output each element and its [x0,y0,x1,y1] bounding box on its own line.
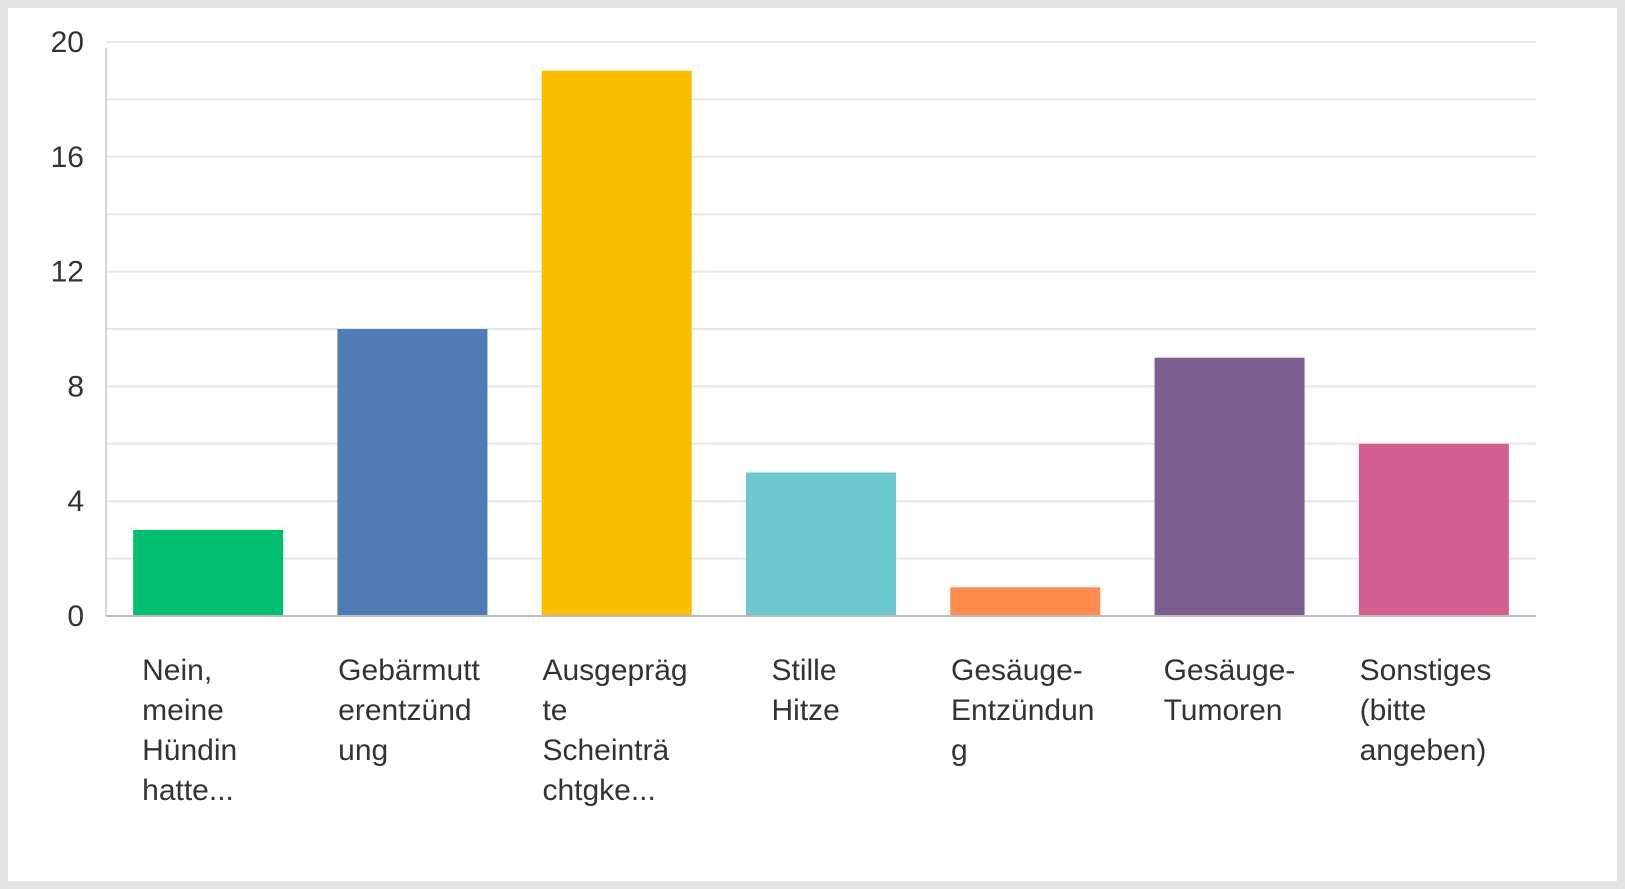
bar [1358,443,1509,616]
y-tick-label: 12 [51,256,84,289]
category-label-line: meine [142,694,224,727]
category-label-line: hatte... [142,774,234,807]
category-label-line: ung [338,734,388,767]
category-label-text: Gebärmutt erentzünd ung [338,654,480,767]
category-label-line: Gebärmutt [338,654,480,687]
y-tick-label: 8 [67,370,84,403]
y-tick-label: 16 [51,141,84,174]
category-label-line: Gesäuge- [1164,654,1296,687]
category-label-line: erentzünd [338,694,471,727]
category-label-line: angeben) [1360,734,1487,767]
category-label-text: Gesäuge- Entzündun g [951,654,1094,767]
category-label-line: Stille [772,654,837,687]
category-label-line: chtgke... [542,774,655,807]
bars [133,70,1509,616]
bar [746,472,896,616]
category-label: Gesäuge- Entzündun g [951,654,1094,767]
y-tick-labels: 0 4 8 12 16 20 [51,26,84,633]
category-label-line: te [542,694,567,727]
category-label: Ausgepräg te Scheinträ chtgke... [542,654,687,807]
category-label-line: Gesäuge- [951,654,1083,687]
category-label: Stille Hitze [772,654,840,727]
category-label-line: Hündin [142,734,237,767]
category-label-line: Ausgepräg [542,654,687,687]
category-label: Sonstiges (bitte angeben) [1360,654,1492,767]
category-label: Gebärmutt erentzünd ung [338,654,480,767]
category-label-text: Stille Hitze [772,654,840,727]
category-label-text: Ausgepräg te Scheinträ chtgke... [542,654,687,807]
category-label-line: Entzündun [951,694,1094,727]
bar [1154,357,1305,616]
bar [541,70,692,616]
category-label-line: Tumoren [1164,694,1283,727]
y-tick-label: 20 [51,26,84,59]
bar [133,529,284,616]
category-label-text: Nein, meine Hündin hatte... [142,654,237,807]
category-label: Gesäuge- Tumoren [1164,654,1296,727]
category-label-line: g [951,734,968,767]
category-label: Nein, meine Hündin hatte... [142,654,237,807]
bar-chart: 0 4 8 12 16 20 Nein, meine Hündin hatte... Gebärm… [51,26,1536,807]
category-label-text: Sonstiges (bitte angeben) [1360,654,1492,767]
category-label-text: Gesäuge- Tumoren [1164,654,1296,727]
y-tick-label: 0 [67,600,84,633]
category-label-line: Hitze [772,694,840,727]
bar [950,587,1101,616]
category-label-line: (bitte [1360,694,1427,727]
category-label-line: Scheinträ [542,734,669,767]
chart-panel: 0 4 8 12 16 20 Nein, meine Hündin hatte... Gebärm… [8,8,1617,881]
y-tick-label: 4 [67,485,84,518]
axes [105,48,1536,617]
category-labels: Nein, meine Hündin hatte... Gebärmutt erentzü… [142,654,1491,807]
category-label-line: Sonstiges [1360,654,1492,687]
bar [337,329,488,616]
category-label-line: Nein, [142,654,212,687]
